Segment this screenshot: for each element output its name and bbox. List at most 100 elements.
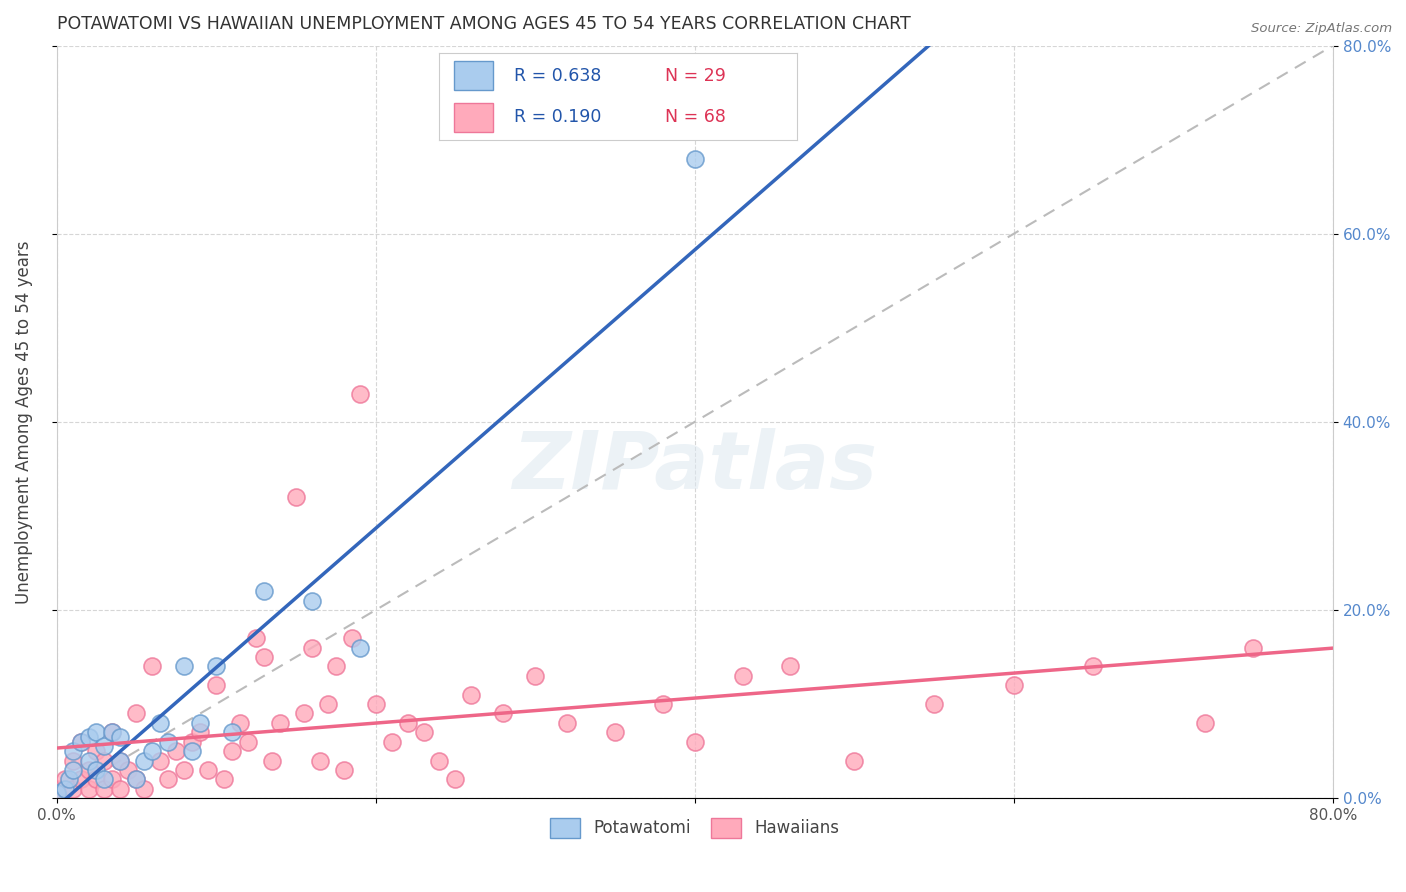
Point <box>308 754 330 768</box>
Point <box>125 772 148 787</box>
Point <box>62 763 84 777</box>
Point <box>141 659 163 673</box>
Point <box>205 678 228 692</box>
Point <box>460 688 482 702</box>
Point <box>134 754 156 768</box>
Point <box>101 772 124 787</box>
Point <box>101 725 124 739</box>
Point <box>349 640 371 655</box>
Point <box>284 490 307 504</box>
Point <box>45 781 67 796</box>
Point <box>316 697 339 711</box>
Point <box>165 744 187 758</box>
Point <box>292 706 315 721</box>
Point <box>86 744 108 758</box>
Point <box>125 706 148 721</box>
Point <box>93 754 115 768</box>
Point <box>444 772 467 787</box>
Point <box>45 787 67 801</box>
Point <box>173 763 195 777</box>
Point <box>53 772 76 787</box>
Point <box>229 715 252 730</box>
Point <box>844 754 866 768</box>
Point <box>69 735 91 749</box>
Point <box>141 744 163 758</box>
Point <box>212 772 235 787</box>
Point <box>651 697 673 711</box>
Point <box>62 744 84 758</box>
Point <box>93 781 115 796</box>
Point <box>93 772 115 787</box>
Point <box>683 152 706 166</box>
Point <box>301 593 323 607</box>
Point <box>181 735 204 749</box>
Point <box>779 659 801 673</box>
Point <box>922 697 945 711</box>
Point <box>683 735 706 749</box>
Point <box>101 725 124 739</box>
Point <box>301 640 323 655</box>
Point <box>149 754 172 768</box>
Point <box>221 744 243 758</box>
Y-axis label: Unemployment Among Ages 45 to 54 years: Unemployment Among Ages 45 to 54 years <box>15 240 32 604</box>
Point <box>149 715 172 730</box>
Point <box>110 781 132 796</box>
Point <box>58 772 80 787</box>
Point <box>157 735 180 749</box>
Point <box>245 632 267 646</box>
Point <box>62 754 84 768</box>
Point <box>325 659 347 673</box>
Point <box>412 725 434 739</box>
Point <box>117 763 139 777</box>
Point <box>77 763 100 777</box>
Point <box>110 754 132 768</box>
Point <box>221 725 243 739</box>
Point <box>260 754 283 768</box>
Point <box>1241 640 1264 655</box>
Point <box>429 754 451 768</box>
Point <box>340 632 363 646</box>
Point <box>332 763 354 777</box>
Point <box>173 659 195 673</box>
Point <box>396 715 419 730</box>
Text: POTAWATOMI VS HAWAIIAN UNEMPLOYMENT AMONG AGES 45 TO 54 YEARS CORRELATION CHART: POTAWATOMI VS HAWAIIAN UNEMPLOYMENT AMON… <box>56 15 910 33</box>
Point <box>134 781 156 796</box>
Point <box>603 725 626 739</box>
Point <box>69 772 91 787</box>
Point <box>110 754 132 768</box>
Point <box>188 725 211 739</box>
Point <box>1194 715 1216 730</box>
Point <box>1002 678 1025 692</box>
Point <box>77 754 100 768</box>
Point <box>524 669 547 683</box>
Text: ZIPatlas: ZIPatlas <box>512 428 877 506</box>
Point <box>364 697 387 711</box>
Point <box>253 584 276 599</box>
Point <box>77 781 100 796</box>
Point <box>1083 659 1105 673</box>
Point <box>188 715 211 730</box>
Point <box>269 715 291 730</box>
Point <box>157 772 180 787</box>
Point <box>77 730 100 744</box>
Point <box>492 706 515 721</box>
Point <box>86 772 108 787</box>
Point <box>181 744 204 758</box>
Point <box>381 735 404 749</box>
Point <box>349 386 371 401</box>
Legend: Potawatomi, Hawaiians: Potawatomi, Hawaiians <box>541 809 848 847</box>
Point <box>86 725 108 739</box>
Point <box>197 763 219 777</box>
Point <box>110 730 132 744</box>
Point <box>69 735 91 749</box>
Text: Source: ZipAtlas.com: Source: ZipAtlas.com <box>1251 22 1392 36</box>
Point <box>236 735 259 749</box>
Point <box>45 787 67 801</box>
Point <box>93 739 115 754</box>
Point <box>53 781 76 796</box>
Point <box>62 781 84 796</box>
Point <box>555 715 578 730</box>
Point <box>205 659 228 673</box>
Point <box>253 650 276 665</box>
Point <box>86 763 108 777</box>
